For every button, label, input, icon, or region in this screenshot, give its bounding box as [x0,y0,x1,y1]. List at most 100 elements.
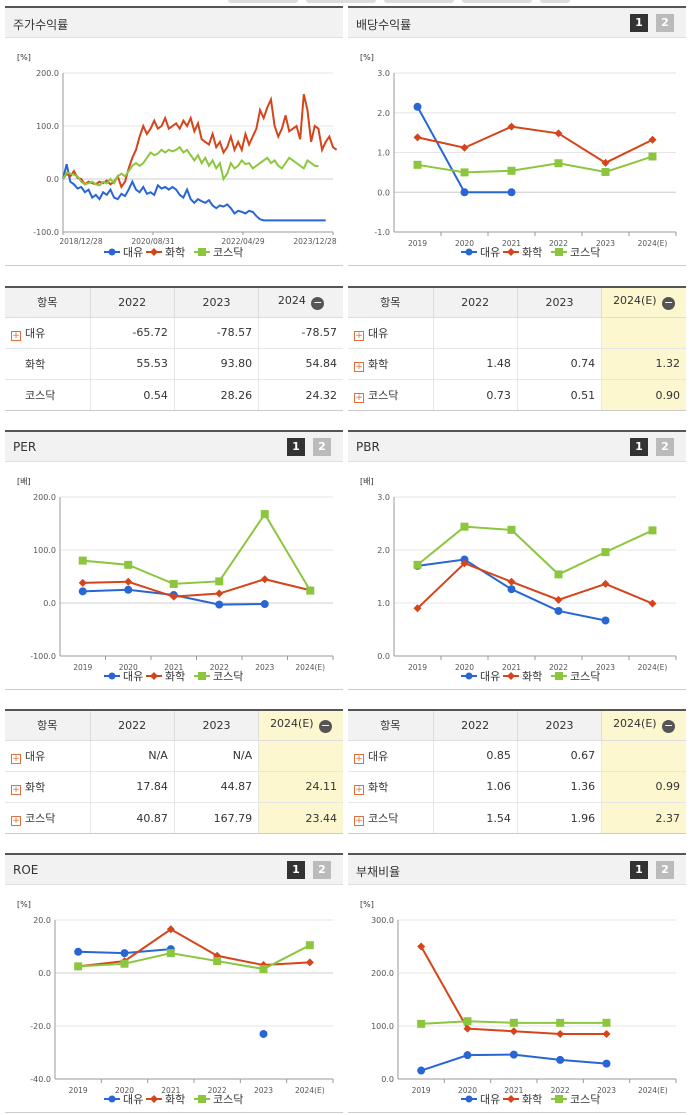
cell: N/A [174,740,260,772]
table-row: + 코스닥 0.73 0.51 0.90 [348,379,686,410]
x-tick-label: 2023 [254,1086,273,1095]
legend-marker [507,248,515,256]
panel-header: 주가수익률 [5,8,343,38]
tab-1-button[interactable]: 1 [630,861,648,879]
data-point [554,606,563,615]
x-tick-label: 2024(E) [638,1086,668,1095]
collapse-icon[interactable]: − [319,719,333,734]
legend-marker [108,672,116,680]
data-point [169,579,178,588]
cell: 0.74 [517,348,603,381]
x-tick-label: 2023/12/28 [293,237,336,246]
roe-chart: [%]20.0 0.0 -20.0 -40.0 2019 2020 2021 2022 2023… [17,900,334,1106]
expand-icon[interactable]: + [354,361,364,372]
x-tick-label: 2020 [115,1086,134,1095]
cell [601,740,686,772]
axis-unit: [배] [17,477,31,486]
data-point [74,947,83,956]
y-tick-label: 0.0 [46,175,59,184]
expand-icon[interactable]: + [354,753,364,764]
tab-2-button[interactable]: 2 [313,861,331,879]
legend-marker [465,1095,473,1103]
data-point [601,548,610,557]
x-tick-label: 2020 [455,663,474,672]
col-header: 항목 [348,711,434,741]
legend-marker [555,672,563,680]
table-row: + 대유 -65.72 -78.57 -78.57 [5,317,343,349]
col-header-current: 2024(E) − [601,288,686,318]
y-tick-label: -100.0 [33,228,59,237]
data-point [460,143,469,152]
tab-2-button[interactable]: 2 [656,438,674,456]
collapse-icon[interactable]: − [662,296,676,311]
legend-marker [108,248,116,256]
x-tick-label: 2022 [549,239,568,248]
data-point [507,166,516,175]
data-point [124,577,133,586]
cell: 1.54 [433,802,518,833]
data-point [601,167,610,176]
expand-icon[interactable]: + [11,330,21,341]
y-tick-label: 3.0 [377,493,390,502]
table-row: + 화학 1.48 0.74 1.32 [348,348,686,381]
cell: 1.96 [517,802,603,833]
legend-marker [198,1095,206,1103]
data-point [417,1019,426,1028]
cell: 40.87 [90,802,175,833]
cell: 1.06 [433,771,518,804]
cell: 23.44 [258,802,343,833]
legend-marker [108,1095,116,1103]
expand-icon[interactable]: + [354,784,364,795]
expand-icon[interactable]: + [354,393,364,404]
panel-title: 배당수익률 [356,18,412,32]
legend-label: 대유 [480,246,500,259]
tab-1-button[interactable]: 1 [630,14,648,32]
axis-unit: [%] [360,900,374,909]
data-point [78,556,87,565]
x-tick-label: 2019 [408,663,427,672]
tab-1-button[interactable]: 1 [630,438,648,456]
tab-1-button[interactable]: 1 [287,861,305,879]
cell [517,317,603,349]
x-tick-label: 2021 [502,239,521,248]
data-point [460,188,469,197]
data-point [166,949,175,958]
cell: 0.67 [517,740,603,772]
tab-2-button[interactable]: 2 [656,14,674,32]
data-point [78,587,87,596]
data-point [124,560,133,569]
expand-icon[interactable]: + [11,816,21,827]
collapse-icon[interactable]: − [662,719,676,734]
cell: 93.80 [174,348,260,381]
x-tick-label: 2018/12/28 [59,237,102,246]
tab-2-button[interactable]: 2 [656,861,674,879]
legend-label: 코스닥 [570,1093,600,1106]
y-tick-label: -20.0 [30,1022,51,1031]
expand-icon[interactable]: + [11,753,21,764]
table-row: + 화학 17.84 44.87 24.11 [5,771,343,804]
collapse-icon[interactable]: − [311,296,325,311]
panel-header: PER 1 2 [5,432,343,462]
panel-title: ROE [13,863,39,877]
panel-title: PER [13,440,37,454]
tab-2-button[interactable]: 2 [313,438,331,456]
data-point [556,1029,565,1038]
expand-icon[interactable]: + [11,784,21,795]
data-point [460,522,469,531]
y-tick-label: 200.0 [371,969,394,978]
table-row: + 코스닥 1.54 1.96 2.37 [348,802,686,833]
data-point [213,957,222,966]
data-point [413,102,422,111]
y-tick-label: 20.0 [33,916,51,925]
series-line [417,155,653,174]
col-header: 항목 [5,711,91,741]
expand-icon[interactable]: + [354,816,364,827]
y-tick-label: 200.0 [33,493,56,502]
expand-icon[interactable]: + [354,330,364,341]
data-point [305,941,314,950]
legend-label: 화학 [165,1093,185,1106]
tab-1-button[interactable]: 1 [287,438,305,456]
pbr-chart: [배]3.0 2.0 1.0 0.0 2019 2020 2021 2022 2023 2024(… [360,477,677,683]
data-point [169,592,178,601]
x-tick-label: 2021 [502,663,521,672]
